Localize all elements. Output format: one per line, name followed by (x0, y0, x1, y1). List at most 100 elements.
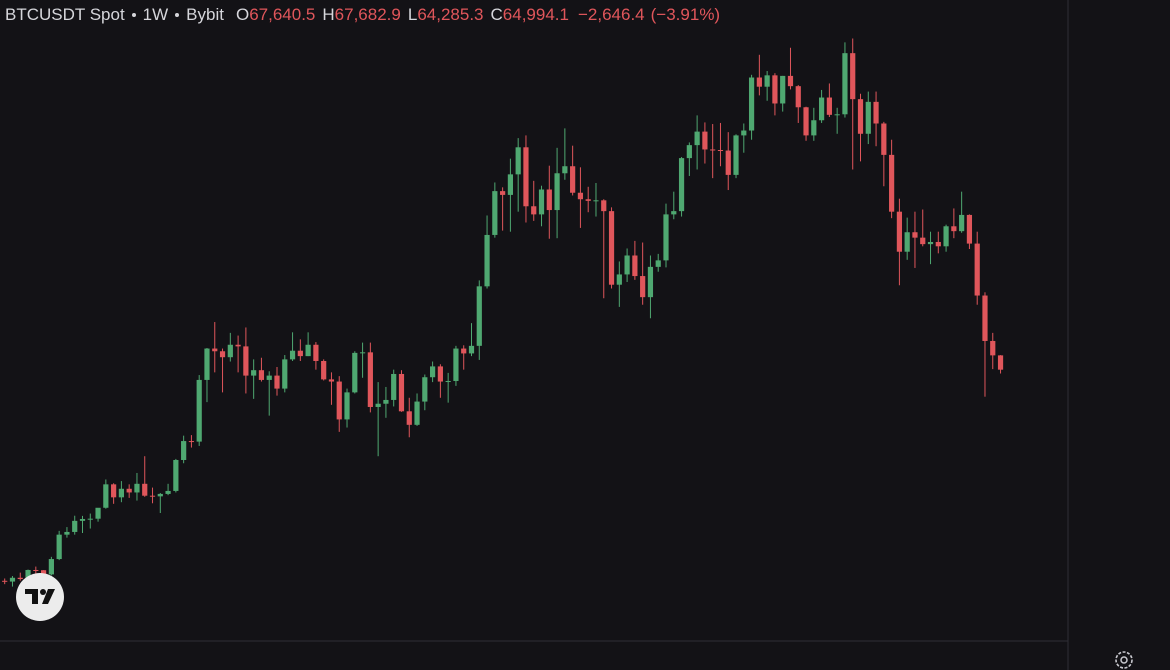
[object Object] (359, 352, 366, 354)
[object Object] (25, 569, 31, 580)
[object Object] (243, 346, 249, 376)
[object Object] (219, 351, 226, 358)
[object Object] (577, 192, 584, 200)
[object Object] (149, 495, 156, 497)
[object Object] (515, 147, 521, 175)
[object Object] (500, 191, 506, 195)
[object Object] (857, 99, 864, 134)
logo-circle (16, 573, 64, 621)
[object Object] (826, 97, 832, 115)
[object Object] (655, 260, 661, 267)
[object Object] (966, 214, 973, 244)
[object Object] (678, 158, 685, 212)
[object Object] (593, 200, 599, 202)
[object Object] (647, 266, 654, 298)
[object Object] (383, 399, 389, 404)
[object Object] (756, 77, 762, 87)
[object Object] (468, 345, 475, 354)
[object Object] (103, 484, 109, 508)
[object Object] (17, 577, 23, 580)
logo-mark (25, 589, 38, 604)
[object Object] (904, 232, 910, 252)
[object Object] (352, 352, 358, 393)
[object Object] (873, 101, 879, 124)
[object Object] (951, 226, 957, 232)
[object Object] (819, 97, 825, 121)
ohlc-value: 64,285.3 (417, 5, 484, 24)
ohlc-value: 67,682.9 (334, 5, 401, 24)
ohlc: O67,640.5 H67,682.9 L64,285.3 C64,994.1 (224, 5, 569, 25)
[object Object] (811, 120, 817, 136)
[object Object] (538, 189, 545, 215)
[object Object] (461, 348, 467, 354)
[object Object] (741, 130, 747, 136)
ohlc-label: O (235, 5, 250, 24)
[object Object] (142, 483, 148, 496)
[object Object] (251, 370, 257, 376)
[object Object] (484, 234, 490, 287)
[object Object] (422, 377, 428, 402)
[object Object] (414, 401, 420, 425)
[object Object] (974, 243, 980, 296)
[object Object] (9, 577, 16, 582)
[object Object] (632, 255, 638, 277)
[object Object] (235, 344, 241, 347)
logo-mark (40, 589, 46, 595)
[object Object] (64, 531, 70, 535)
separator (175, 13, 180, 17)
[object Object] (79, 518, 86, 521)
[object Object] (748, 77, 755, 131)
ohlc-label: H (322, 5, 335, 24)
[object Object] (608, 211, 615, 285)
[object Object] (305, 344, 311, 357)
[object Object] (896, 211, 902, 252)
[object Object] (585, 199, 591, 201)
interval[interactable]: 1W (142, 5, 169, 24)
[object Object] (398, 373, 405, 412)
[object Object] (694, 131, 700, 146)
[object Object] (274, 375, 280, 389)
[object Object] (803, 107, 809, 136)
[object Object] (772, 75, 778, 104)
[object Object] (33, 569, 39, 571)
[object Object] (227, 344, 233, 358)
[object Object] (48, 559, 54, 575)
ohlc-value: 64,994.1 (502, 5, 569, 24)
exchange: Bybit (186, 5, 224, 24)
[object Object] (134, 483, 140, 493)
[object Object] (367, 352, 373, 407)
[object Object] (453, 348, 459, 382)
[object Object] (95, 507, 101, 519)
[object Object] (87, 518, 93, 520)
[object Object] (523, 147, 529, 207)
[object Object] (935, 241, 941, 247)
[object Object] (834, 114, 840, 116)
[object Object] (616, 274, 622, 285)
logo[interactable] (16, 573, 64, 621)
[object Object] (297, 350, 303, 357)
[object Object] (126, 488, 132, 493)
[object Object] (196, 379, 202, 442)
[object Object] (959, 214, 965, 232)
ohlc-value: 67,640.5 (249, 5, 316, 24)
[object Object] (764, 75, 770, 87)
[object Object] (2, 580, 8, 582)
[object Object] (663, 214, 669, 261)
candles (2, 38, 1004, 587)
[object Object] (204, 348, 210, 380)
[object Object] (437, 366, 443, 382)
symbol[interactable]: BTCUSDT Spot (5, 5, 125, 24)
[object Object] (982, 295, 988, 341)
[object Object] (725, 150, 731, 175)
[object Object] (72, 520, 78, 532)
gear (1120, 656, 1128, 664)
[object Object] (842, 53, 848, 115)
settings-button[interactable] (1115, 651, 1133, 669)
[object Object] (702, 131, 708, 150)
legend-header: BTCUSDT Spot 1W Bybit O67,640.5 H67,682.9… (5, 5, 720, 25)
[object Object] (336, 381, 342, 420)
[object Object] (787, 75, 794, 87)
[object Object] (476, 286, 482, 346)
